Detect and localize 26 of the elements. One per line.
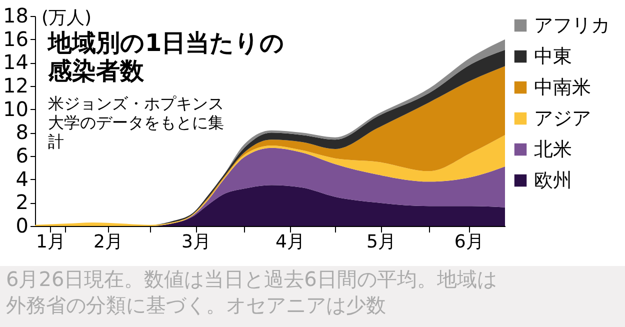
legend-label: 中南米	[534, 76, 591, 98]
y-tick-label: 14	[3, 50, 28, 74]
legend-label: アジア	[534, 108, 591, 130]
y-tick-label: 8	[16, 120, 28, 144]
y-tick-label: 10	[3, 96, 28, 121]
y-tick-label: 6	[16, 144, 28, 168]
legend-label: 欧州	[534, 170, 572, 192]
legend-label: 北米	[534, 138, 572, 160]
legend-label: アフリカ	[534, 14, 610, 36]
x-tick-label: 6月	[454, 232, 484, 252]
x-tick-label: 3月	[181, 232, 211, 252]
x-tick-label: 1月	[36, 232, 66, 252]
x-tick-label: 5月	[366, 232, 396, 252]
x-tick-label: 2月	[94, 232, 123, 252]
legend-label: 中東	[534, 46, 572, 68]
y-tick-label: 18	[3, 4, 28, 28]
x-tick-label: 4月	[275, 232, 305, 252]
text: 米ジョンズ・ホプキンス大学のデータをもとに集計	[48, 94, 224, 152]
y-tick-label: 0	[16, 214, 28, 238]
y-axis-title: (万人)	[42, 8, 92, 28]
text: 地域別の1日当たりの感染者数	[48, 29, 286, 86]
y-tick-label: 16	[3, 26, 28, 51]
text: 6月26日現在。数値は当日と過去6日間の平均。地域は外務省の分類に基づく。オセアニアは少数	[5, 266, 498, 318]
y-tick-label: 4	[16, 166, 28, 191]
y-tick-label: 2	[16, 190, 28, 214]
y-tick-label: 12	[3, 74, 28, 98]
